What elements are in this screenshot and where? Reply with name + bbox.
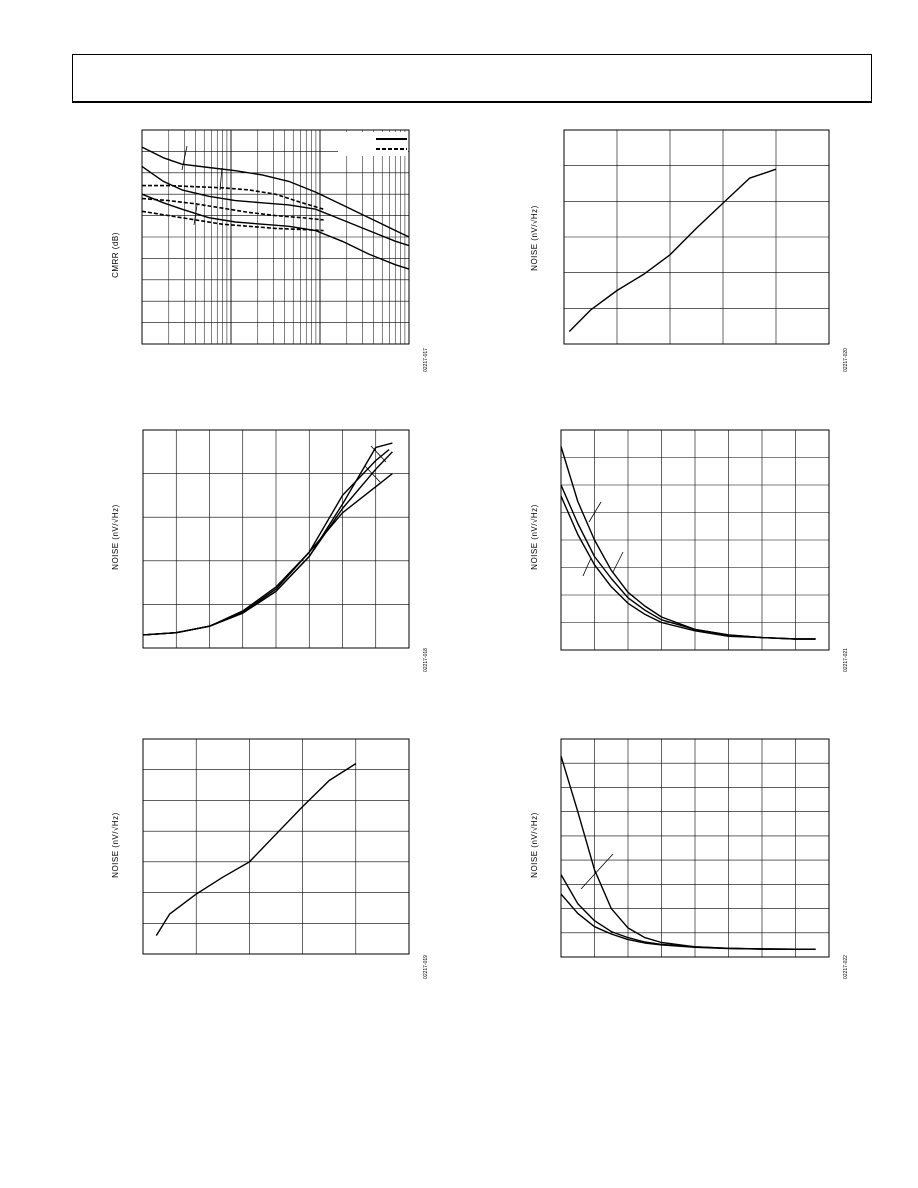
figure-number: 02217-018 (423, 648, 429, 672)
noise-chart-021: NOISE (nV/√Hz) 02217-021 (520, 420, 860, 695)
callout-arrow (582, 557, 592, 577)
noise-chart-022: NOISE (nV/√Hz) 02217-022 (520, 730, 860, 1005)
series-line-3 (142, 451, 393, 636)
plot-frame (142, 429, 410, 649)
noise-chart-018: NOISE (nV/√Hz) 02217-018 (100, 420, 430, 695)
series-line-1 (568, 168, 777, 332)
callout-arrow (588, 501, 602, 523)
series-line-1 (141, 146, 410, 238)
callout-arrow (580, 853, 614, 890)
series-line-2 (141, 165, 410, 247)
plot-frame (560, 429, 830, 651)
plot-area (560, 429, 830, 651)
series-line-2 (560, 484, 816, 640)
series-line-2 (560, 874, 816, 950)
callout-arrow (370, 445, 387, 463)
callout-arrow (219, 167, 223, 191)
series-line-5 (141, 197, 324, 221)
plot-frame (560, 738, 830, 958)
y-axis-label: NOISE (nV/√Hz) (530, 205, 539, 271)
y-axis-label: CMRR (dB) (111, 232, 120, 278)
y-axis-label: NOISE (nV/√Hz) (530, 504, 539, 570)
plot-frame (142, 738, 410, 955)
series-line-3 (560, 495, 816, 640)
plot-area (560, 738, 830, 958)
figure-number: 02217-017 (423, 348, 429, 372)
y-axis-label: NOISE (nV/√Hz) (111, 812, 120, 878)
page-header-box (72, 54, 872, 103)
callout-arrow (193, 204, 198, 226)
series-line-3 (560, 893, 816, 950)
plot-area (141, 129, 410, 345)
legend (181, 132, 408, 226)
plot-area (142, 429, 410, 649)
series-line-1 (155, 763, 357, 936)
noise-chart-020: NOISE (nV/√Hz) 02217-020 (520, 120, 860, 385)
figure-number: 02217-020 (843, 348, 849, 372)
plot-area (563, 129, 830, 345)
series-line-4 (142, 184, 324, 210)
series-line-2 (142, 449, 390, 636)
callout-arrow (181, 145, 188, 171)
series-line-3 (141, 193, 410, 270)
figure-number: 02217-019 (423, 955, 429, 979)
series-line-6 (141, 210, 324, 232)
y-axis-label: NOISE (nV/√Hz) (111, 504, 120, 570)
legend-box (338, 132, 408, 156)
y-axis-label: NOISE (nV/√Hz) (530, 812, 539, 878)
cmrr-chart: CMRR (dB) 02217-017 (100, 120, 430, 385)
plot-area (142, 738, 410, 955)
figure-number: 02217-021 (843, 648, 849, 672)
callout-arrow (612, 551, 624, 573)
callout-arrow (364, 465, 381, 483)
series-line-1 (142, 442, 393, 636)
plot-frame (563, 129, 830, 345)
series-line-4 (142, 473, 393, 636)
noise-chart-019: NOISE (nV/√Hz) 02217-019 (100, 730, 430, 1005)
series-line-1 (560, 755, 816, 950)
figure-number: 02217-022 (843, 955, 849, 979)
series-line-1 (560, 446, 816, 640)
